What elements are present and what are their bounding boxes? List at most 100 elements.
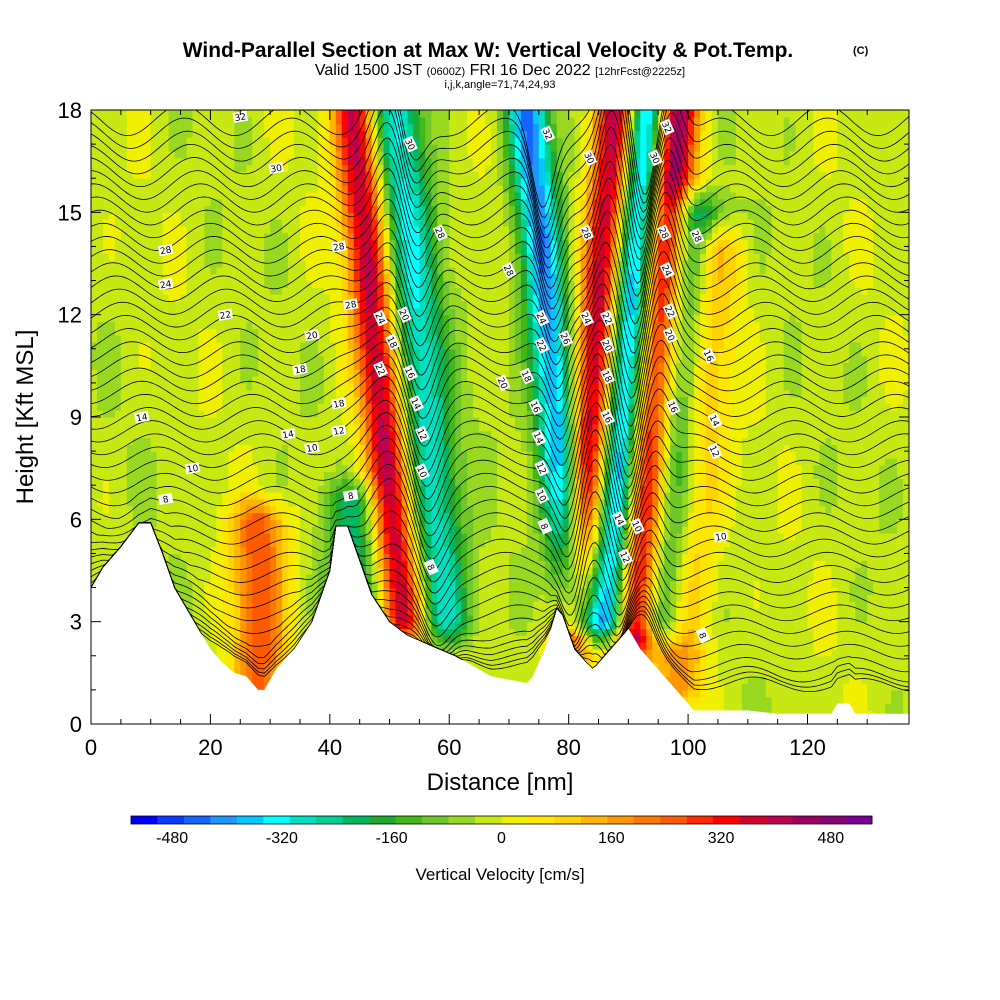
heat-cell	[186, 273, 194, 282]
heat-cell	[294, 621, 301, 630]
heat-cell	[204, 608, 212, 616]
heat-cell	[156, 116, 164, 125]
heat-cell	[371, 219, 379, 227]
heat-cell	[276, 287, 283, 295]
heat-cell	[270, 498, 277, 507]
heat-cell	[305, 130, 313, 138]
heat-cell	[228, 287, 235, 295]
heat-cell	[198, 239, 206, 248]
heat-cell	[96, 519, 104, 527]
heat-cell	[180, 280, 188, 288]
heat-cell	[102, 478, 110, 486]
heat-cell	[395, 553, 403, 561]
heat-cell	[305, 362, 313, 370]
heat-cell	[246, 601, 253, 609]
heat-cell	[180, 355, 188, 364]
heat-cell	[383, 191, 391, 200]
heat-cell	[270, 621, 277, 630]
heat-cell	[335, 355, 343, 364]
heat-cell	[413, 389, 420, 398]
heat-cell	[192, 123, 200, 132]
heat-cell	[252, 191, 259, 200]
heat-cell	[299, 457, 307, 466]
heat-cell	[186, 260, 194, 268]
heat-cell	[234, 171, 241, 179]
heat-cell	[186, 430, 194, 439]
heat-cell	[192, 307, 200, 316]
heat-cell	[228, 225, 235, 234]
heat-cell	[407, 348, 415, 357]
heat-cell	[365, 164, 373, 172]
heat-cell	[138, 314, 146, 323]
heat-cell	[294, 232, 301, 241]
heat-cell	[234, 519, 241, 527]
heat-cell	[335, 451, 343, 459]
heat-cell	[377, 410, 385, 418]
heat-cell	[204, 417, 212, 425]
heat-cell	[216, 567, 223, 575]
heat-cell	[341, 498, 349, 507]
heat-cell	[240, 294, 247, 302]
heat-cell	[401, 246, 409, 254]
heat-cell	[114, 123, 122, 132]
heat-cell	[311, 567, 319, 575]
heat-cell	[270, 389, 277, 398]
heat-cell	[210, 594, 217, 602]
heat-cell	[305, 594, 313, 602]
heat-cell	[210, 116, 217, 125]
heat-cell	[162, 157, 170, 166]
heat-cell	[270, 464, 277, 473]
heat-cell	[102, 212, 110, 220]
heat-cell	[96, 225, 104, 234]
heat-cell	[365, 471, 373, 479]
heat-cell	[180, 130, 188, 138]
heat-cell	[228, 635, 235, 643]
heat-cell	[210, 321, 217, 329]
heat-cell	[365, 355, 373, 364]
heat-cell	[126, 382, 134, 391]
heat-cell	[317, 498, 325, 507]
heat-cell	[180, 423, 188, 432]
heat-cell	[395, 444, 403, 452]
heat-cell	[192, 539, 200, 548]
heat-cell	[282, 198, 289, 207]
heat-cell	[413, 628, 420, 636]
heat-cell	[294, 164, 301, 172]
heat-cell	[102, 116, 110, 125]
heat-cell	[222, 519, 229, 527]
heat-cell	[383, 157, 391, 166]
heat-cell	[192, 423, 200, 432]
heat-cell	[264, 505, 271, 514]
heat-cell	[234, 464, 241, 473]
heat-cell	[120, 532, 128, 541]
heat-cell	[132, 164, 140, 172]
heat-cell	[323, 512, 331, 520]
heat-cell	[407, 123, 415, 132]
heat-cell	[383, 382, 391, 391]
heat-cell	[276, 280, 283, 288]
heat-cell	[108, 396, 116, 404]
heat-cell	[114, 464, 122, 473]
heat-cell	[329, 437, 337, 445]
heat-cell	[395, 355, 403, 364]
heat-cell	[114, 362, 122, 370]
heat-cell	[174, 232, 182, 241]
heat-cell	[144, 328, 152, 336]
heat-cell	[162, 171, 170, 179]
heat-cell	[222, 505, 229, 514]
heat-cell	[162, 423, 170, 432]
heat-cell	[407, 130, 415, 138]
heat-cell	[96, 253, 104, 261]
heat-cell	[198, 396, 206, 404]
heat-cell	[198, 137, 206, 145]
heat-cell	[120, 410, 128, 418]
heat-cell	[413, 287, 420, 295]
heat-cell	[240, 369, 247, 377]
heat-cell	[258, 396, 265, 404]
heat-cell	[114, 485, 122, 493]
heat-cell	[168, 123, 176, 132]
heat-cell	[96, 280, 104, 288]
heat-cell	[365, 171, 373, 179]
heat-cell	[288, 519, 295, 527]
heat-cell	[383, 246, 391, 254]
